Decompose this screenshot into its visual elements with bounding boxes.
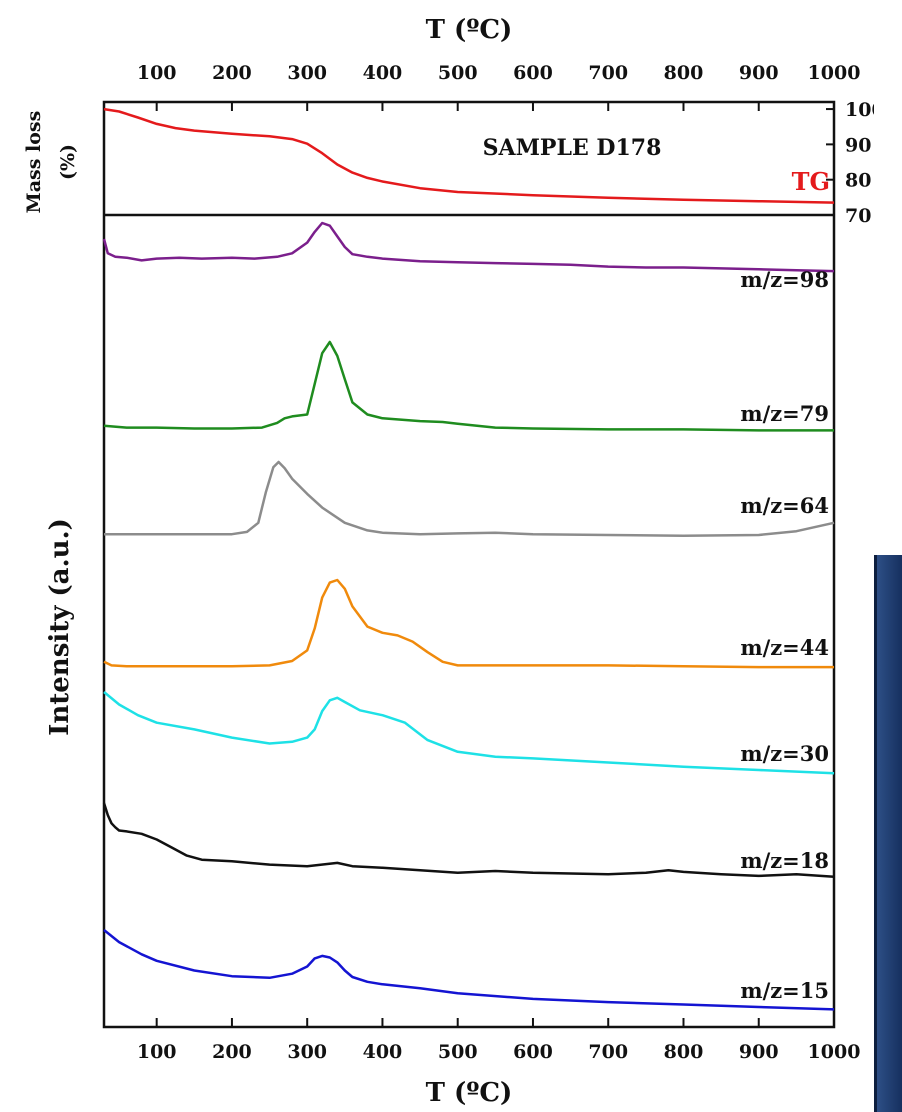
plot-frame xyxy=(102,100,836,1029)
top-x-tick-label-6: 700 xyxy=(588,62,628,84)
bottom-x-axis-title: T (ºC) xyxy=(426,1078,513,1108)
top-x-tick-label-1: 200 xyxy=(212,62,252,84)
bottom-x-tick-label-4: 500 xyxy=(438,1041,478,1063)
bottom-x-tick-label-0: 100 xyxy=(137,1041,177,1063)
bottom-x-tick-label-5: 600 xyxy=(513,1041,553,1063)
tg-series-line xyxy=(103,107,835,204)
tick-layer: 100 100 200 200 300 300 400 400 500 500 600 600 700 7… xyxy=(137,62,874,1063)
side-panel xyxy=(874,555,902,1112)
top-x-axis-title: T (ºC) xyxy=(426,15,513,45)
ms-series-line-2 xyxy=(104,460,835,537)
ms-series-line-0 xyxy=(102,221,835,273)
sample-annotation: SAMPLE D178 xyxy=(483,135,662,161)
top-x-tick-label-8: 900 xyxy=(739,62,779,84)
ms-series-label-3: m/z=44 xyxy=(740,635,829,660)
ms-series-label-4: m/z=30 xyxy=(740,741,829,766)
ms-series-label-0: m/z=98 xyxy=(740,267,829,292)
top-x-tick-label-4: 500 xyxy=(438,62,478,84)
top-x-tick-label-3: 400 xyxy=(363,62,403,84)
bottom-x-tick-label-3: 400 xyxy=(363,1041,403,1063)
ms-y-axis-title: Intensity (a.u.) xyxy=(45,518,75,736)
bottom-x-tick-label-7: 800 xyxy=(664,1041,704,1063)
bottom-x-tick-label-9: 1000 xyxy=(808,1041,861,1063)
ms-series-label-5: m/z=18 xyxy=(740,848,829,873)
ms-series-label-1: m/z=79 xyxy=(740,401,829,426)
bottom-x-tick-label-1: 200 xyxy=(212,1041,252,1063)
series-layer xyxy=(102,107,835,1011)
tg-y-axis-title-line2: (%) xyxy=(57,144,79,180)
ms-series-line-3 xyxy=(103,578,834,669)
ms-series-line-1 xyxy=(103,340,834,432)
top-x-tick-label-2: 300 xyxy=(287,62,327,84)
tg-series-label: TG xyxy=(792,167,830,196)
tg-y-tick-label-1: 80 xyxy=(845,170,871,192)
ms-series-label-6: m/z=15 xyxy=(740,978,829,1003)
bottom-x-tick-label-2: 300 xyxy=(287,1041,327,1063)
tg-y-tick-label-0: 70 xyxy=(845,205,871,227)
series-label-layer: TG m/z=98 m/z=79 m/z=64 m/z=44 m/z=30 m/z=18 m/… xyxy=(740,167,830,1003)
top-x-tick-label-9: 1000 xyxy=(808,62,861,84)
top-x-tick-label-5: 600 xyxy=(513,62,553,84)
bottom-x-tick-label-8: 900 xyxy=(739,1041,779,1063)
top-x-tick-label-0: 100 xyxy=(137,62,177,84)
tg-y-axis-title-line1: Mass loss xyxy=(23,111,45,214)
ms-series-line-6 xyxy=(103,929,835,1011)
tg-ms-chart: T (ºC) T (ºC) Mass loss (%) Intensity (a… xyxy=(23,15,874,1108)
top-x-tick-label-7: 800 xyxy=(664,62,704,84)
ms-series-label-2: m/z=64 xyxy=(740,493,829,518)
tg-y-tick-label-2: 90 xyxy=(845,134,871,156)
bottom-x-tick-label-6: 700 xyxy=(588,1041,628,1063)
ms-series-line-5 xyxy=(102,802,835,878)
ms-series-line-4 xyxy=(103,691,835,775)
tg-y-tick-label-3: 100 xyxy=(845,99,874,121)
